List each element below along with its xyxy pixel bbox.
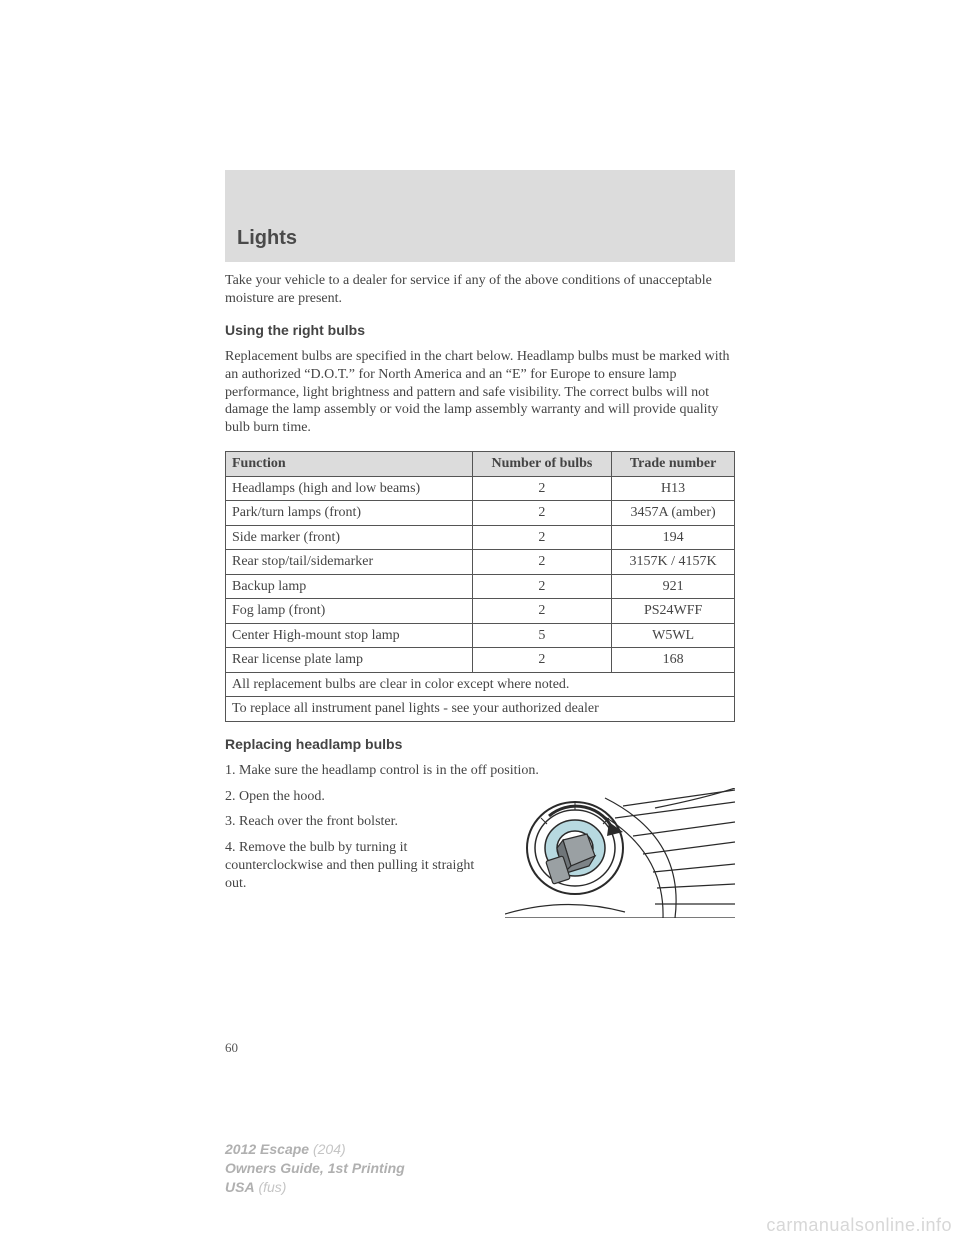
page-number: 60 — [225, 1040, 238, 1056]
cell-function: Fog lamp (front) — [226, 599, 473, 624]
table-row: Rear license plate lamp 2 168 — [226, 648, 735, 673]
cell-trade: 3457A (amber) — [612, 501, 735, 526]
cell-trade: W5WL — [612, 623, 735, 648]
table-header-row: Function Number of bulbs Trade number — [226, 452, 735, 477]
table-row: Fog lamp (front) 2 PS24WFF — [226, 599, 735, 624]
table-note: All replacement bulbs are clear in color… — [226, 672, 735, 697]
table-row: Rear stop/tail/sidemarker 2 3157K / 4157… — [226, 550, 735, 575]
cell-function: Rear stop/tail/sidemarker — [226, 550, 473, 575]
section-header-band: Lights — [225, 170, 735, 262]
cell-trade: 168 — [612, 648, 735, 673]
table-row: Park/turn lamps (front) 2 3457A (amber) — [226, 501, 735, 526]
cell-trade: 194 — [612, 525, 735, 550]
cell-function: Backup lamp — [226, 574, 473, 599]
cell-function: Headlamps (high and low beams) — [226, 476, 473, 501]
section-header-title: Lights — [237, 227, 297, 250]
footer-line-3: USA (fus) — [225, 1178, 405, 1197]
cell-function: Rear license plate lamp — [226, 648, 473, 673]
cell-number: 2 — [472, 550, 612, 575]
steps-block: 1. Make sure the headlamp control is in … — [225, 762, 735, 918]
step-1: 1. Make sure the headlamp control is in … — [225, 762, 735, 780]
cell-function: Center High-mount stop lamp — [226, 623, 473, 648]
cell-trade: 3157K / 4157K — [612, 550, 735, 575]
footer-fus: (fus) — [258, 1179, 286, 1195]
col-function: Function — [226, 452, 473, 477]
page: Lights Take your vehicle to a dealer for… — [0, 0, 960, 1242]
table-row: Center High-mount stop lamp 5 W5WL — [226, 623, 735, 648]
cell-trade: 921 — [612, 574, 735, 599]
cell-number: 2 — [472, 525, 612, 550]
footer-region: USA — [225, 1179, 255, 1195]
col-number: Number of bulbs — [472, 452, 612, 477]
cell-function: Side marker (front) — [226, 525, 473, 550]
right-bulbs-body: Replacement bulbs are specified in the c… — [225, 348, 735, 438]
table-row: Side marker (front) 2 194 — [226, 525, 735, 550]
footer-line-2: Owners Guide, 1st Printing — [225, 1159, 405, 1178]
cell-number: 2 — [472, 599, 612, 624]
subheading-replacing-bulbs: Replacing headlamp bulbs — [225, 736, 735, 754]
table-note-row: All replacement bulbs are clear in color… — [226, 672, 735, 697]
footer-line-1: 2012 Escape (204) — [225, 1140, 405, 1159]
footer-block: 2012 Escape (204) Owners Guide, 1st Prin… — [225, 1140, 405, 1197]
table-note-row: To replace all instrument panel lights -… — [226, 697, 735, 722]
watermark: carmanualsonline.info — [766, 1215, 952, 1236]
cell-number: 2 — [472, 476, 612, 501]
cell-trade: H13 — [612, 476, 735, 501]
page-content: Take your vehicle to a dealer for servic… — [225, 272, 735, 918]
footer-code: (204) — [313, 1141, 346, 1157]
steps-text-column: 2. Open the hood. 3. Reach over the fron… — [225, 788, 493, 902]
table-row: Headlamps (high and low beams) 2 H13 — [226, 476, 735, 501]
cell-function: Park/turn lamps (front) — [226, 501, 473, 526]
cell-number: 2 — [472, 501, 612, 526]
step-2: 2. Open the hood. — [225, 788, 493, 806]
steps-with-illustration: 2. Open the hood. 3. Reach over the fron… — [225, 788, 735, 918]
subheading-right-bulbs: Using the right bulbs — [225, 322, 735, 340]
table-row: Backup lamp 2 921 — [226, 574, 735, 599]
bulbs-table: Function Number of bulbs Trade number He… — [225, 451, 735, 722]
footer-model: 2012 Escape — [225, 1141, 309, 1157]
col-trade: Trade number — [612, 452, 735, 477]
headlamp-bulb-illustration — [505, 788, 735, 918]
table-note: To replace all instrument panel lights -… — [226, 697, 735, 722]
cell-number: 2 — [472, 574, 612, 599]
step-3: 3. Reach over the front bolster. — [225, 813, 493, 831]
intro-paragraph: Take your vehicle to a dealer for servic… — [225, 272, 735, 308]
cell-number: 5 — [472, 623, 612, 648]
cell-trade: PS24WFF — [612, 599, 735, 624]
cell-number: 2 — [472, 648, 612, 673]
step-4: 4. Remove the bulb by turning it counter… — [225, 839, 493, 893]
